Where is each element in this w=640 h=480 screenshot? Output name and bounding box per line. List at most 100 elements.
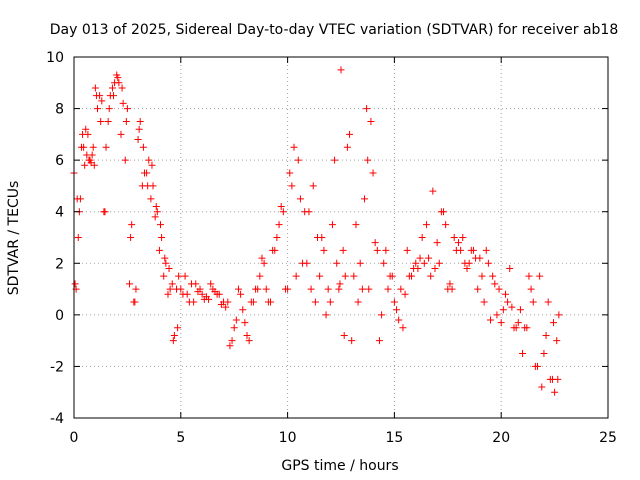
x-tick-label: 25	[599, 430, 617, 446]
data-point	[348, 337, 356, 345]
data-point	[277, 203, 285, 211]
data-point	[482, 246, 490, 254]
data-point	[375, 337, 383, 345]
data-point	[358, 285, 366, 293]
data-point	[104, 117, 112, 125]
data-point	[121, 156, 129, 164]
data-point	[89, 143, 97, 151]
data-point	[525, 272, 533, 280]
data-point	[472, 254, 480, 262]
data-point	[258, 254, 266, 262]
data-point	[516, 306, 524, 314]
data-point	[230, 324, 238, 332]
data-point	[459, 234, 467, 241]
data-point	[82, 125, 90, 133]
data-point	[134, 136, 142, 144]
data-point	[245, 337, 253, 345]
data-point	[395, 316, 403, 324]
data-point	[484, 259, 492, 267]
data-point	[157, 221, 165, 229]
chart-title: Day 013 of 2025, Sidereal Day-to-day VTE…	[50, 22, 619, 38]
data-point	[147, 195, 155, 203]
data-point	[239, 306, 247, 314]
data-point	[495, 285, 503, 293]
data-point	[162, 259, 170, 267]
data-point	[309, 182, 317, 190]
data-point	[554, 375, 562, 383]
data-point	[93, 105, 101, 113]
data-point	[352, 221, 360, 229]
data-point	[71, 280, 79, 288]
data-point	[260, 259, 268, 267]
data-point	[136, 117, 144, 125]
data-point	[397, 285, 405, 293]
data-point	[152, 203, 160, 211]
data-point	[346, 130, 354, 138]
data-point	[88, 151, 96, 159]
data-point	[336, 280, 344, 288]
data-point	[288, 182, 296, 190]
data-point	[127, 234, 135, 241]
data-point	[544, 298, 552, 306]
data-point	[551, 388, 559, 396]
data-point	[384, 285, 392, 293]
y-axis-ticks: -4 -2 0 2 4 6 8 10	[46, 50, 608, 427]
data-point	[105, 105, 113, 113]
data-point	[241, 319, 249, 327]
data-point	[320, 246, 328, 254]
data-point	[183, 290, 191, 298]
data-point	[158, 234, 166, 241]
data-point	[279, 208, 287, 216]
data-point	[369, 169, 377, 177]
data-point	[256, 272, 264, 280]
data-point	[144, 182, 152, 190]
data-point	[168, 280, 176, 288]
data-point	[311, 298, 319, 306]
data-point	[373, 246, 381, 254]
x-tick-label: 10	[279, 430, 297, 446]
data-point	[343, 143, 351, 151]
y-tick-label: -2	[50, 359, 64, 375]
data-point	[198, 290, 206, 298]
data-point	[98, 97, 106, 105]
data-point	[401, 290, 409, 298]
data-point	[92, 92, 100, 100]
data-point	[501, 290, 509, 298]
data-point	[101, 208, 109, 216]
data-point	[111, 79, 119, 87]
data-points	[70, 66, 563, 396]
data-point	[118, 84, 126, 92]
data-point	[187, 280, 195, 288]
data-point	[273, 234, 281, 241]
data-point	[286, 169, 294, 177]
data-point	[108, 84, 116, 92]
data-point	[333, 259, 341, 267]
data-point	[122, 117, 130, 125]
data-point	[73, 195, 81, 203]
data-point	[412, 259, 420, 267]
data-point	[378, 311, 386, 319]
data-point	[128, 221, 136, 229]
data-point	[493, 311, 501, 319]
y-tick-label: 6	[55, 153, 64, 169]
data-point	[190, 298, 198, 306]
data-point	[367, 117, 375, 125]
data-point	[74, 234, 82, 241]
data-point	[478, 272, 486, 280]
data-point	[512, 324, 520, 332]
y-tick-label: 10	[46, 50, 64, 66]
data-point	[435, 259, 443, 267]
data-point	[139, 143, 147, 151]
data-point	[416, 254, 424, 262]
data-point	[318, 234, 326, 241]
data-point	[181, 272, 189, 280]
data-point	[207, 280, 215, 288]
data-point	[474, 285, 482, 293]
data-point	[360, 195, 368, 203]
data-point	[340, 331, 348, 339]
x-tick-label: 0	[70, 430, 79, 446]
data-point	[440, 208, 448, 216]
data-point	[164, 290, 172, 298]
x-axis-label: GPS time / hours	[281, 458, 398, 474]
data-point	[350, 272, 358, 280]
